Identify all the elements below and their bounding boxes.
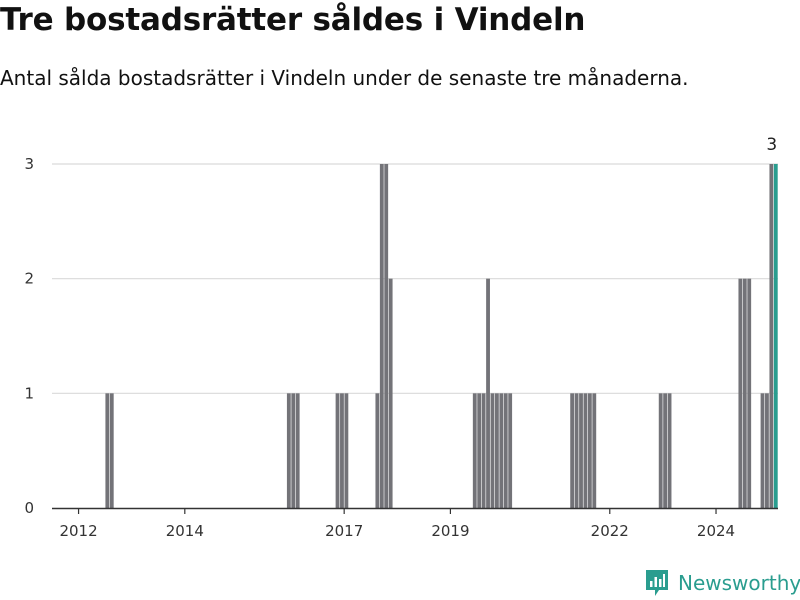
bar-2020-02 (508, 393, 513, 508)
bar-2021-07 (583, 393, 588, 508)
bar-2021-04 (570, 393, 575, 508)
bar-2025-02 (773, 164, 778, 508)
bar-2024-07 (742, 278, 747, 508)
y-tick-label-2: 2 (24, 270, 34, 288)
bars (105, 164, 778, 508)
x-tick-label-2019: 2019 (431, 522, 469, 540)
bar-2024-08 (747, 278, 752, 508)
bar-2019-12 (499, 393, 504, 508)
tick-labels: 0 1 2 3 3 2012 2014 2017 2019 2022 2024 (24, 135, 777, 540)
bar-2019-06 (472, 393, 477, 508)
bar-2023-02 (667, 393, 672, 508)
bar-2017-01 (344, 393, 349, 508)
bar-2016-02 (295, 393, 300, 508)
y-tick-label-0: 0 (24, 499, 34, 517)
bar-2019-08 (481, 393, 486, 508)
bar-2012-08 (109, 393, 114, 508)
bar-2017-10 (384, 164, 389, 508)
x-tick-label-2024: 2024 (697, 522, 735, 540)
bar-2012-07 (105, 393, 110, 508)
x-tick-label-2012: 2012 (59, 522, 97, 540)
bar-2021-08 (587, 393, 592, 508)
bar-2019-07 (477, 393, 482, 508)
y-tick-label-3: 3 (24, 155, 34, 173)
gridlines (52, 163, 778, 394)
bar-2015-12 (286, 393, 291, 508)
bar-2016-01 (291, 393, 296, 508)
bar-2016-12 (340, 393, 344, 508)
x-tick-label-2014: 2014 (166, 522, 204, 540)
bar-2019-11 (494, 393, 499, 508)
bar-2024-12 (765, 393, 769, 508)
bar-2020-01 (503, 393, 508, 508)
chart-title: Tre bostadsrätter såldes i Vindeln (0, 2, 586, 38)
bar-2021-06 (579, 393, 583, 508)
bar-2019-09 (486, 278, 490, 508)
axes (52, 507, 778, 514)
chart-subtitle: Antal sålda bostadsrätter i Vindeln unde… (0, 66, 689, 90)
y-tick-label-1: 1 (24, 384, 34, 402)
bar-2022-12 (658, 393, 663, 508)
bar-2016-11 (335, 393, 340, 508)
highlight-value-label: 3 (766, 135, 777, 155)
bar-2017-09 (379, 164, 384, 508)
bar-2024-11 (760, 393, 765, 508)
bar-2025-01 (769, 164, 774, 508)
bar-2023-01 (663, 393, 668, 508)
bar-2019-10 (490, 393, 495, 508)
brand-logo: Newsworthy (644, 568, 800, 598)
bar-2024-06 (738, 278, 743, 508)
x-tick-label-2022: 2022 (591, 522, 629, 540)
bar-2017-08 (375, 393, 380, 508)
bar-2021-09 (592, 393, 597, 508)
bar-2021-05 (574, 393, 579, 508)
x-tick-label-2017: 2017 (325, 522, 363, 540)
newsworthy-logo-icon (646, 570, 668, 596)
brand-name: Newsworthy (678, 571, 800, 595)
bar-2017-11 (388, 278, 393, 508)
